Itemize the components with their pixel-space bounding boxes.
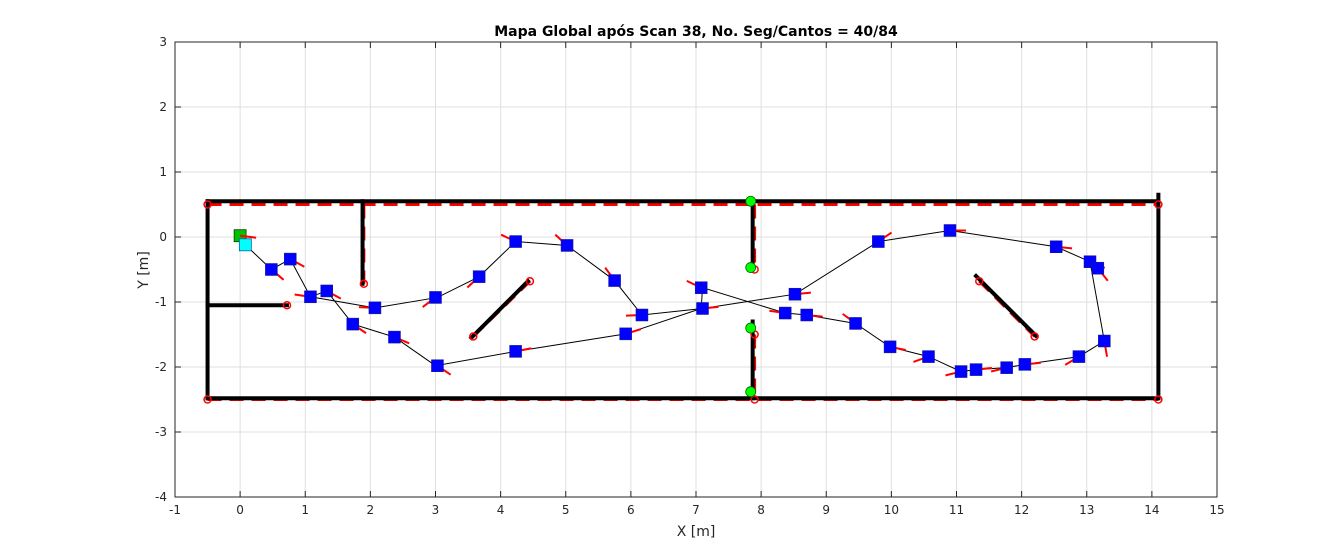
y-tick-label: -2 bbox=[155, 360, 167, 374]
corner-marker bbox=[359, 279, 369, 289]
x-tick-label: 13 bbox=[1079, 503, 1094, 517]
robot-pose bbox=[320, 284, 333, 298]
x-tick-label: 3 bbox=[432, 503, 440, 517]
x-tick-label: 15 bbox=[1209, 503, 1224, 517]
corner-marker bbox=[203, 395, 212, 404]
x-tick-label: 8 bbox=[757, 503, 765, 517]
markers-layer bbox=[203, 195, 1163, 404]
x-tick-label: 1 bbox=[301, 503, 309, 517]
corner-marker bbox=[975, 276, 984, 286]
robot-pose bbox=[1091, 261, 1105, 275]
y-tick-label: -3 bbox=[155, 425, 167, 439]
x-tick-label: 10 bbox=[884, 503, 899, 517]
robot-pose bbox=[922, 350, 935, 363]
y-axis-label: Y [m] bbox=[136, 251, 152, 290]
segment-endpoint bbox=[745, 322, 757, 334]
corner-marker bbox=[1154, 200, 1163, 209]
x-tick-label: 14 bbox=[1144, 503, 1159, 517]
corner-marker bbox=[1030, 332, 1039, 341]
robot-pose bbox=[1072, 350, 1086, 363]
corner-marker bbox=[282, 301, 292, 310]
x-tick-label: 9 bbox=[822, 503, 830, 517]
y-tick-label: -1 bbox=[155, 295, 167, 309]
y-tick-label: 0 bbox=[159, 230, 167, 244]
chart-title: Mapa Global após Scan 38, No. Seg/Cantos… bbox=[494, 24, 898, 40]
y-tick-label: -4 bbox=[155, 490, 167, 504]
robot-pose bbox=[800, 308, 813, 322]
wall-segments-layer bbox=[205, 192, 1161, 401]
robot-pose bbox=[1098, 334, 1111, 348]
robot-pose bbox=[969, 363, 983, 376]
robot-pose bbox=[849, 317, 862, 330]
robot-pose bbox=[788, 287, 802, 301]
x-tick-label: 6 bbox=[627, 503, 635, 517]
start-heading bbox=[240, 234, 257, 239]
robot-pose bbox=[368, 301, 382, 315]
robot-pose bbox=[619, 327, 632, 341]
x-tick-label: 2 bbox=[367, 503, 375, 517]
x-tick-label: 11 bbox=[949, 503, 964, 517]
x-tick-label: 4 bbox=[497, 503, 505, 517]
robot-pose bbox=[872, 235, 885, 248]
x-tick-label: 0 bbox=[236, 503, 244, 517]
robot-pose bbox=[694, 281, 708, 294]
robot-pose bbox=[1018, 358, 1032, 371]
segment-endpoint bbox=[745, 195, 757, 207]
x-tick-label: -1 bbox=[169, 503, 181, 517]
robot-pose bbox=[608, 274, 621, 287]
robot-pose bbox=[696, 302, 709, 315]
robot-pose bbox=[509, 345, 522, 358]
robot-pose bbox=[1049, 240, 1063, 253]
robot-poses-layer bbox=[265, 224, 1111, 378]
corner-marker bbox=[203, 200, 212, 209]
robot-pose bbox=[472, 270, 486, 283]
robot-pose bbox=[346, 317, 360, 331]
x-axis-label: X [m] bbox=[677, 524, 716, 540]
wall-segment bbox=[973, 273, 1039, 339]
y-tick-label: 2 bbox=[159, 100, 167, 114]
robot-pose bbox=[265, 263, 278, 276]
current-pose bbox=[238, 238, 252, 252]
x-tick-label: 5 bbox=[562, 503, 570, 517]
robot-pose bbox=[943, 224, 957, 237]
robot-pose bbox=[509, 235, 522, 248]
y-tick-label: 3 bbox=[159, 35, 167, 49]
robot-pose bbox=[429, 291, 442, 304]
robot-pose bbox=[304, 290, 317, 304]
robot-pose bbox=[883, 340, 897, 354]
corner-marker bbox=[469, 332, 478, 341]
robot-pose bbox=[635, 308, 649, 322]
x-tick-label: 7 bbox=[692, 503, 700, 517]
segment-endpoint bbox=[745, 262, 757, 273]
robot-pose bbox=[778, 306, 792, 320]
robot-pose bbox=[560, 239, 574, 252]
segment-endpoint bbox=[745, 386, 757, 398]
wall-segment bbox=[468, 278, 531, 341]
robot-pose bbox=[431, 359, 444, 372]
robot-pose bbox=[1000, 361, 1013, 374]
robot-pose bbox=[284, 252, 297, 266]
y-tick-label: 1 bbox=[159, 165, 167, 179]
corner-marker bbox=[1154, 395, 1163, 404]
x-tick-label: 12 bbox=[1014, 503, 1029, 517]
corner-marker bbox=[525, 276, 535, 286]
robot-pose bbox=[954, 365, 968, 378]
corner-marker bbox=[750, 395, 759, 404]
robot-pose bbox=[388, 330, 401, 344]
